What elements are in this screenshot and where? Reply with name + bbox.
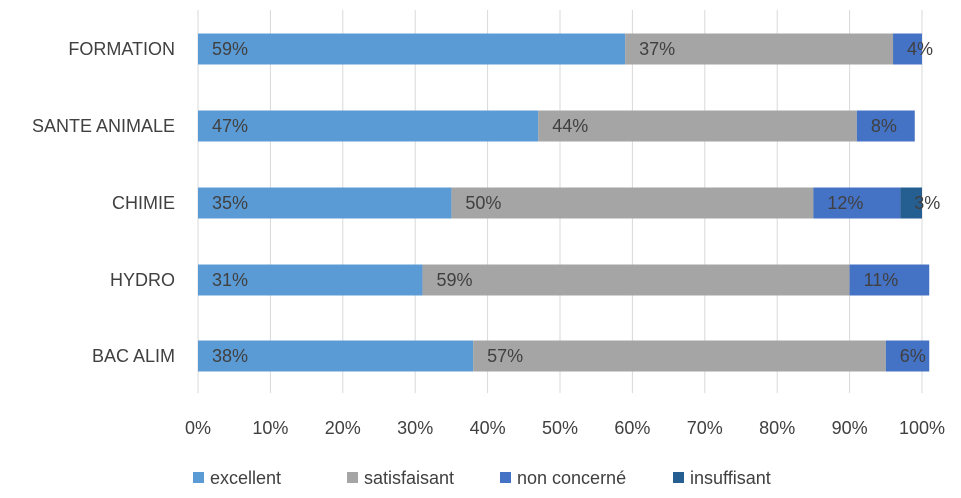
x-tick-label: 20% (325, 418, 361, 438)
data-label: 44% (552, 116, 588, 136)
x-tick-labels: 0% 10% 20% 30% 40% 50% 60% 70% 80% 90% 100% (185, 418, 945, 438)
x-tick-label: 30% (397, 418, 433, 438)
bar-segment (198, 33, 626, 65)
data-label: 11% (864, 270, 899, 290)
bar-segment (538, 110, 857, 142)
legend-item: satisfaisant (347, 468, 454, 488)
legend-swatch (500, 472, 511, 483)
legend: excellent satisfaisant non concerné insuffi… (193, 468, 771, 488)
legend-label: excellent (210, 468, 281, 488)
bar-segment (813, 187, 901, 219)
data-label: 59% (212, 39, 248, 59)
category-label: CHIMIE (112, 193, 175, 213)
bar-segment (900, 187, 922, 219)
x-tick-label: 10% (252, 418, 288, 438)
bar-segment (451, 187, 814, 219)
x-tick-label: 40% (470, 418, 506, 438)
category-label: HYDRO (110, 270, 175, 290)
bar-segment (849, 264, 930, 296)
data-label: 35% (212, 193, 248, 213)
bar-segment (856, 110, 915, 142)
bar-segment (473, 340, 886, 372)
data-label: 4% (907, 39, 933, 59)
x-tick-label: 100% (899, 418, 945, 438)
legend-item: insuffisant (673, 468, 771, 488)
bar-segment (625, 33, 894, 65)
category-labels: FORMATION SANTE ANIMALE CHIMIE HYDRO BAC ALI… (32, 39, 175, 366)
category-label: FORMATION (68, 39, 175, 59)
bar-segment (198, 110, 539, 142)
data-label: 57% (487, 346, 523, 366)
bar-segments (198, 33, 930, 372)
data-label: 50% (465, 193, 501, 213)
legend-swatch (673, 472, 684, 483)
x-tick-label: 0% (185, 418, 211, 438)
legend-label: insuffisant (690, 468, 771, 488)
x-tick-label: 50% (542, 418, 578, 438)
data-label: 8% (871, 116, 897, 136)
legend-label: non concerné (517, 468, 626, 488)
bar-segment (198, 187, 452, 219)
data-label: 3% (914, 193, 940, 213)
data-label: 38% (212, 346, 248, 366)
category-label: SANTE ANIMALE (32, 116, 175, 136)
data-label: 6% (900, 346, 926, 366)
category-label: BAC ALIM (92, 346, 175, 366)
x-tick-label: 70% (687, 418, 723, 438)
x-tick-label: 80% (759, 418, 795, 438)
data-label: 31% (212, 270, 248, 290)
bar-segment (422, 264, 850, 296)
legend-swatch (193, 472, 204, 483)
bar-segment (885, 340, 930, 372)
data-label: 47% (212, 116, 248, 136)
legend-item: non concerné (500, 468, 626, 488)
legend-swatch (347, 472, 358, 483)
bar-segment (198, 264, 423, 296)
x-tick-label: 90% (832, 418, 868, 438)
x-tick-label: 60% (614, 418, 650, 438)
data-label: 37% (639, 39, 675, 59)
bar-segment (198, 340, 474, 372)
data-label: 12% (827, 193, 863, 213)
bar-segment (893, 33, 922, 65)
data-labels: 59% 37% 4% 47% 44% 8% 35% 50% 12% 3% 31% 59% 11% 38% 5… (212, 39, 940, 366)
legend-label: satisfaisant (364, 468, 454, 488)
legend-item: excellent (193, 468, 281, 488)
data-label: 59% (436, 270, 472, 290)
